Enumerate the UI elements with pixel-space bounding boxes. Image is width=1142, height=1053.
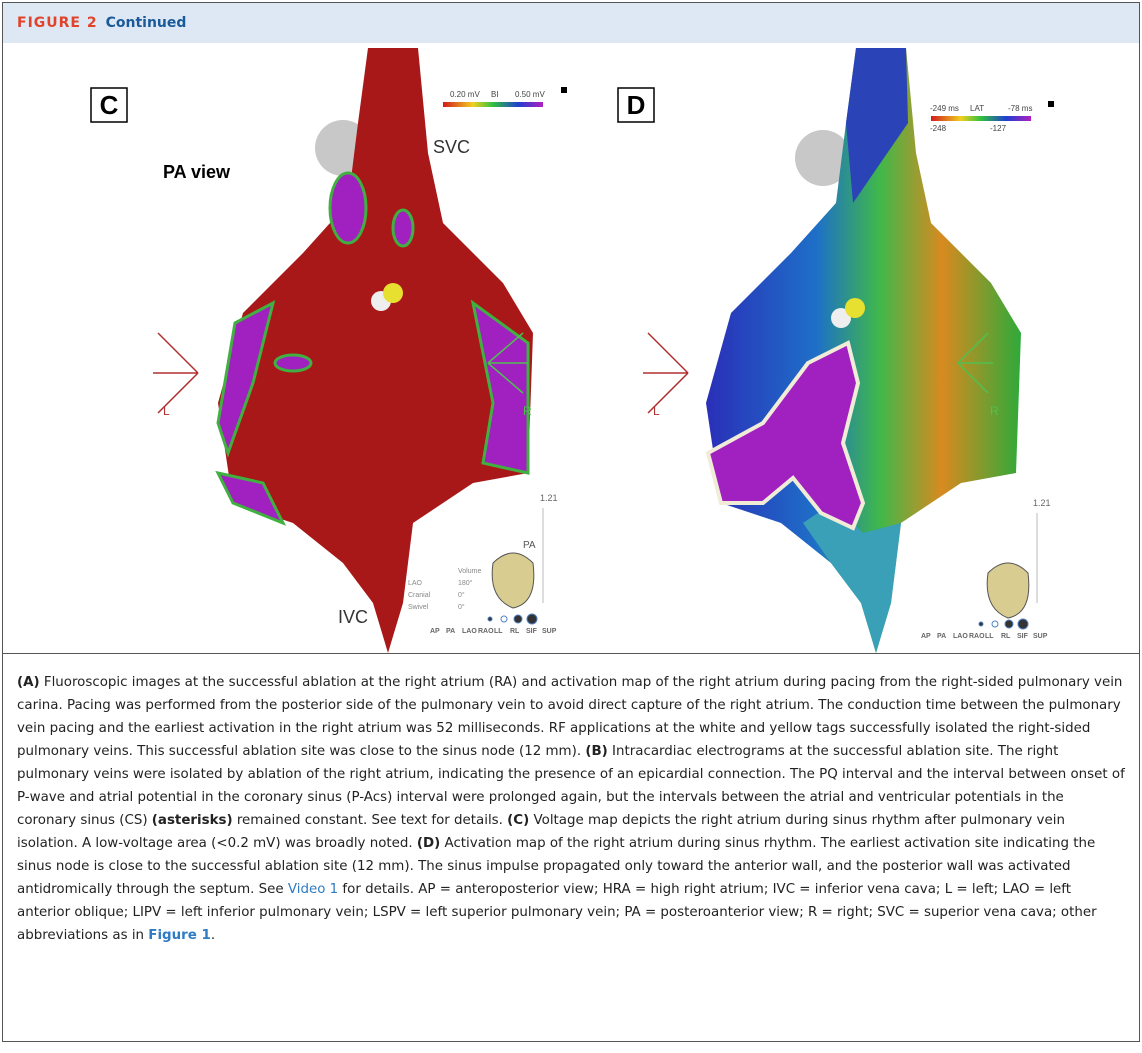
view-dot — [1018, 619, 1028, 629]
view-button: SUP — [1033, 633, 1048, 640]
scale-label: -127 — [990, 124, 1007, 133]
view-button: LL — [494, 628, 503, 635]
scale-label: BI — [491, 90, 499, 99]
view-button: RAO — [969, 633, 985, 640]
view-button: LAO — [462, 628, 477, 635]
caption-bold: (D) — [417, 836, 440, 851]
color-scale — [931, 116, 1031, 121]
orientation-label: R — [990, 404, 999, 418]
scale-label: -78 ms — [1008, 104, 1032, 113]
caption-bold: (A) — [17, 675, 40, 690]
scale-label: -249 ms — [930, 104, 959, 113]
view-button: RL — [510, 628, 520, 635]
view-info-text: Cranial — [408, 592, 431, 599]
orient-label: PA — [523, 540, 536, 551]
icon — [561, 87, 567, 93]
view-button: PA — [446, 628, 455, 635]
view-button: AP — [430, 628, 440, 635]
view-button: LAO — [953, 633, 968, 640]
view-button: LL — [985, 633, 994, 640]
anatomy-label: SVC — [433, 137, 470, 157]
scale-label: LAT — [970, 104, 984, 113]
view-dot — [992, 621, 998, 627]
figure-box: FIGURE 2 Continued C PA view SVC IVC L R … — [2, 2, 1140, 1042]
caption: (A) Fluoroscopic images at the successfu… — [17, 671, 1125, 947]
tag — [383, 283, 403, 303]
caption-bold: (B) — [585, 744, 607, 759]
view-dot — [527, 614, 537, 624]
view-info: Volume LAO 180° Cranial 0° Swivel 0° — [408, 568, 481, 611]
video-link[interactable]: Video 1 — [288, 882, 338, 897]
view-dot — [979, 622, 983, 626]
view-info-text: LAO — [408, 580, 423, 587]
view-button: RAO — [478, 628, 494, 635]
view-button: PA — [937, 633, 946, 640]
tag — [845, 298, 865, 318]
heart-icon — [987, 563, 1029, 618]
figure-label: FIGURE 2 — [17, 15, 98, 31]
icon — [1048, 101, 1054, 107]
zoom-label: 1.21 — [540, 493, 558, 503]
panel-c: C PA view SVC IVC L R 0.20 mV BI 0.50 mV… — [91, 48, 567, 653]
view-info-text: Volume — [458, 568, 481, 575]
orientation-arrow — [643, 333, 688, 413]
orientation-label: L — [163, 404, 170, 418]
orientation-label: L — [653, 404, 660, 418]
anatomy-label: IVC — [338, 607, 368, 627]
view-info-text: 0° — [458, 603, 465, 611]
heart-icon — [492, 553, 534, 608]
caption-bold: (asterisks) — [152, 813, 233, 828]
view-info-text: 0° — [458, 591, 465, 599]
scale-label: -248 — [930, 124, 947, 133]
caption-text: remained constant. See text for details. — [233, 813, 508, 828]
view-dot — [1005, 620, 1013, 628]
zoom-label: 1.21 — [1033, 498, 1051, 508]
view-dot — [514, 615, 522, 623]
caption-text: . — [211, 928, 215, 943]
header: FIGURE 2 Continued — [3, 3, 1139, 43]
figure-title: Continued — [106, 15, 187, 31]
scale-label: 0.50 mV — [515, 90, 545, 99]
panel-letter: C — [100, 90, 119, 120]
view-button: SUP — [542, 628, 557, 635]
scale-label: 0.20 mV — [450, 90, 480, 99]
view-info-text: 180° — [458, 579, 473, 587]
color-scale — [443, 102, 543, 107]
orientation-arrow — [153, 333, 198, 413]
panel-d: D L R -249 ms LAT -78 ms -248 -127 1.21 … — [618, 48, 1054, 653]
view-dot — [488, 617, 492, 621]
view-button: SIF — [1017, 633, 1029, 640]
view-button: SIF — [526, 628, 538, 635]
view-button: RL — [1001, 633, 1011, 640]
caption-bold: (C) — [507, 813, 529, 828]
orientation-label: R — [523, 404, 532, 418]
figure-link[interactable]: Figure 1 — [148, 928, 211, 943]
view-label: PA view — [163, 162, 231, 182]
page: FIGURE 2 Continued C PA view SVC IVC L R … — [0, 0, 1142, 1053]
figure-image: C PA view SVC IVC L R 0.20 mV BI 0.50 mV… — [3, 43, 1139, 654]
panel-letter: D — [627, 90, 646, 120]
view-info-text: Swivel — [408, 604, 429, 611]
view-button: AP — [921, 633, 931, 640]
view-dot — [501, 616, 507, 622]
